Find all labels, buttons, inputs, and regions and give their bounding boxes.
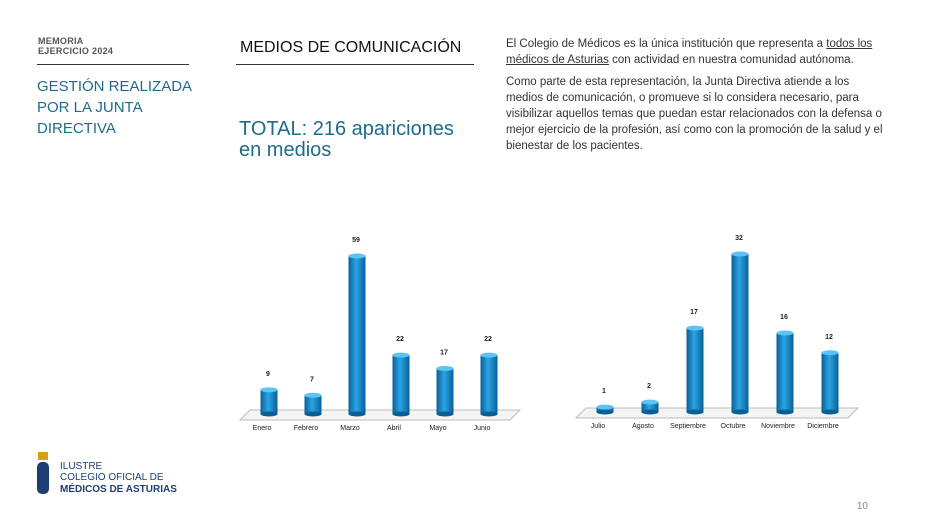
text-block: El Colegio de Médicos es la única instit… [506, 36, 884, 160]
bar [731, 254, 749, 412]
bar [348, 256, 366, 414]
category-label: Septiembre [670, 423, 706, 430]
bar-cap [348, 253, 366, 259]
paragraph: El Colegio de Médicos es la única instit… [506, 36, 884, 68]
text: Como parte de esta representación, la Ju… [506, 76, 883, 152]
category-label: Diciembre [807, 423, 839, 430]
logo-text: MÉDICOS DE ASTURIAS [60, 482, 177, 495]
category-label: Noviembre [761, 423, 795, 430]
bar-base [348, 411, 366, 417]
paragraph: Como parte de esta representación, la Ju… [506, 74, 884, 154]
category-label: Marzo [340, 425, 360, 432]
bar-cap [392, 352, 410, 358]
bar-cap [821, 350, 839, 356]
text: todos los médicos de Asturias [506, 38, 873, 66]
bar-base [392, 411, 410, 417]
category-label: Abril [387, 425, 401, 432]
bar-base [731, 409, 749, 415]
bar-cap [596, 404, 614, 410]
category-label: Enero [253, 425, 272, 432]
bar [821, 352, 839, 412]
bar-cap [436, 365, 454, 371]
value-label: 7 [310, 376, 314, 383]
bar-cap [641, 399, 659, 405]
value-label: 22 [396, 336, 404, 343]
value-label: 16 [780, 314, 788, 321]
total: TOTAL: 216 apariciones en medios [239, 118, 454, 161]
bar [260, 389, 278, 414]
bar [392, 355, 410, 414]
floor [238, 409, 522, 421]
bar [776, 333, 794, 412]
bar [304, 395, 322, 414]
bar [480, 355, 498, 414]
bar [686, 328, 704, 412]
bar-base [260, 411, 278, 417]
memoria: MEMORIA [38, 36, 84, 46]
bar-cap [731, 251, 749, 257]
value-label: 12 [825, 334, 833, 341]
bar-base [776, 409, 794, 415]
value-label: 59 [352, 237, 360, 244]
floor [574, 407, 860, 419]
value-label: 22 [484, 336, 492, 343]
category-label: Febrero [294, 425, 319, 432]
bar-base [686, 409, 704, 415]
section-title: GESTIÓN REALIZADA POR LA JUNTA DIRECTIVA [37, 78, 192, 137]
bar [436, 368, 454, 414]
value-label: 17 [690, 309, 698, 316]
category-label: Mayo [429, 425, 446, 432]
bar-cap [480, 352, 498, 358]
bar-base [641, 409, 659, 415]
bar-base [821, 409, 839, 415]
value-label: 17 [440, 349, 448, 356]
page-number: 10 [857, 501, 869, 512]
bar-base [436, 411, 454, 417]
bar-base [480, 411, 498, 417]
logo-text: COLEGIO OFICIAL DE [60, 472, 164, 483]
bar-cap [260, 387, 278, 393]
value-label: 32 [735, 235, 743, 242]
rule [37, 64, 189, 65]
ejercicio: EJERCICIO 2024 [38, 46, 114, 56]
logo: ILUSTRE COLEGIO OFICIAL DE MÉDICOS DE AS… [37, 452, 177, 495]
logo-text: ILUSTRE [60, 461, 103, 472]
page-title: MEDIOS DE COMUNICACIÓN [240, 39, 462, 56]
category-label: Julio [591, 423, 606, 430]
value-label: 9 [266, 371, 270, 378]
category-label: Octubre [721, 423, 746, 430]
value-label: 1 [602, 388, 606, 395]
bar-cap [776, 330, 794, 336]
text: El Colegio de Médicos es la única instit… [506, 38, 827, 50]
text: con actividad en nuestra comunidad autón… [608, 54, 854, 66]
value-label: 2 [647, 383, 651, 390]
bar-cap [304, 392, 322, 398]
rule [236, 64, 474, 65]
bar-base [596, 409, 614, 415]
bar-base [304, 411, 322, 417]
bar-cap [686, 325, 704, 331]
category-label: Junio [474, 425, 491, 432]
bar [641, 402, 659, 412]
category-label: Agosto [632, 423, 654, 430]
